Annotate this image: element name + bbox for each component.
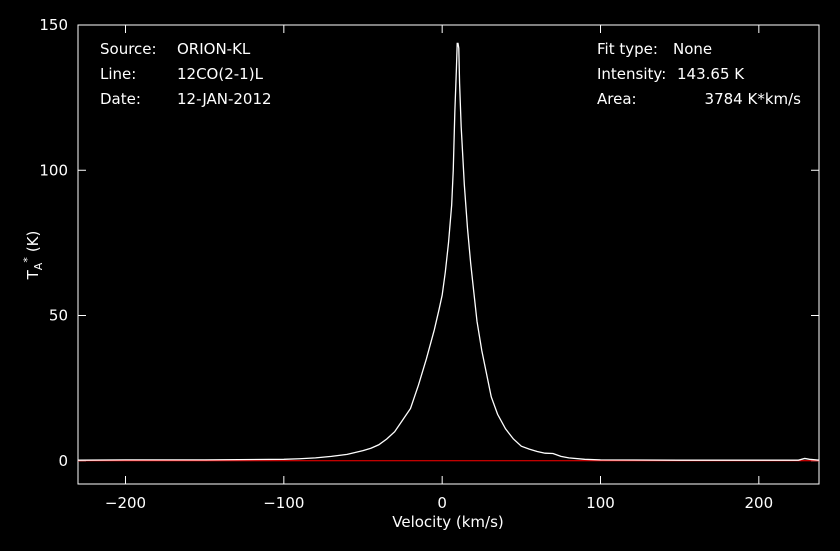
date-label: Date: xyxy=(100,90,141,108)
y-tick-label: 150 xyxy=(39,16,68,34)
x-tick-label: 0 xyxy=(437,494,447,512)
intensity-label: Intensity: xyxy=(597,65,666,83)
observation-info-left: Source: ORION-KL Line: 12CO(2-1)L Date: … xyxy=(100,40,272,108)
y-axis-label-superscript: * xyxy=(21,257,34,263)
x-tick-label: 100 xyxy=(586,494,615,512)
x-tick-label: −200 xyxy=(105,494,146,512)
spectrum-line xyxy=(77,42,820,461)
intensity-value: 143.65 K xyxy=(677,65,745,83)
y-axis-label-main: T xyxy=(24,269,42,280)
axis-ticks xyxy=(78,24,819,484)
source-value: ORION-KL xyxy=(177,40,251,58)
y-axis-label-subscript: A xyxy=(32,262,45,270)
y-tick-label: 0 xyxy=(58,452,68,470)
fit-type-label: Fit type: xyxy=(597,40,658,58)
svg-text:TA*(K): TA* (K) xyxy=(21,231,45,281)
line-value: 12CO(2-1)L xyxy=(177,65,264,83)
y-tick-label: 50 xyxy=(49,307,68,325)
observation-info-right: Fit type: None Intensity: 143.65 K Area:… xyxy=(597,40,801,108)
date-value: 12-JAN-2012 xyxy=(177,90,272,108)
x-tick-label: −100 xyxy=(263,494,304,512)
fit-type-value: None xyxy=(673,40,712,58)
y-tick-label: 100 xyxy=(39,161,68,179)
area-value: 3784 K*km/s xyxy=(705,90,802,108)
line-label: Line: xyxy=(100,65,136,83)
plot-frame xyxy=(77,24,820,485)
area-label: Area: xyxy=(597,90,637,108)
y-axis-label-unit: (K) xyxy=(24,231,42,253)
source-label: Source: xyxy=(100,40,157,58)
x-axis-label: Velocity (km/s) xyxy=(392,513,503,531)
x-tick-label: 200 xyxy=(745,494,774,512)
y-axis-label: TA* (K) xyxy=(21,231,45,281)
axis-tick-labels: −200 −100 0 100 200 0 50 100 150 xyxy=(39,16,773,512)
